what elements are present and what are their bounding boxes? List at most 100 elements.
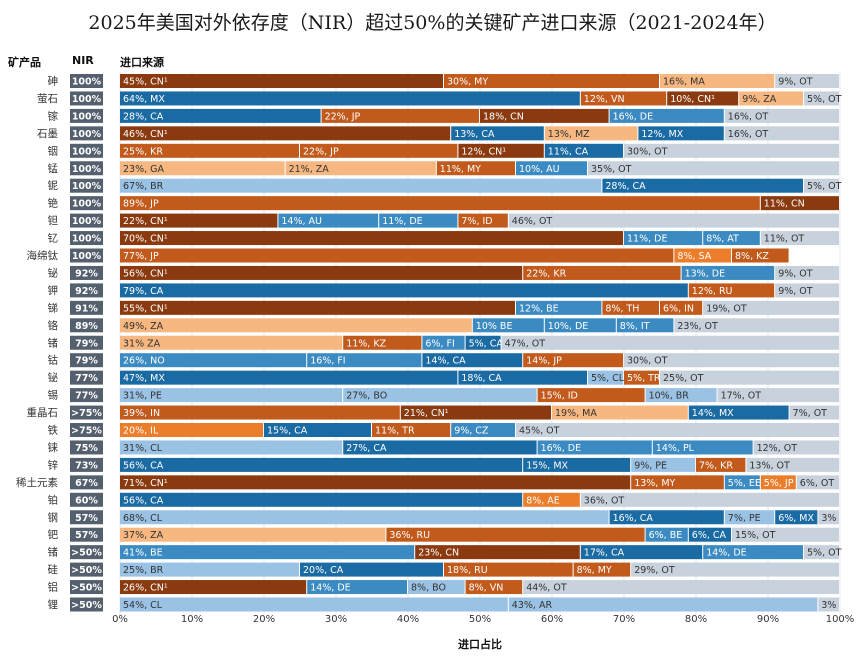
bar-segment	[818, 510, 839, 525]
segment-label: 15%, ID	[541, 391, 578, 402]
mineral-label: 铂	[48, 493, 59, 506]
bar-segment	[667, 91, 739, 106]
bar-segment	[120, 318, 472, 333]
bar-segment	[386, 527, 645, 542]
segment-label: 31%, CL	[123, 443, 163, 454]
bar-segment	[645, 527, 688, 542]
bar-segment	[804, 178, 839, 193]
bar-segment	[703, 300, 839, 315]
segment-label: 12%, OT	[757, 443, 798, 454]
nir-box	[70, 161, 103, 176]
bar-segment	[703, 231, 760, 246]
mineral-label: 钢	[48, 511, 59, 524]
bar-segment	[465, 335, 501, 350]
bar-segment	[120, 597, 508, 612]
bar-segment	[638, 126, 724, 141]
mineral-label: 锡	[48, 389, 59, 402]
x-tick-label: 90%	[757, 614, 779, 625]
segment-label: 7%, KR	[699, 460, 733, 471]
bar-segment	[120, 108, 321, 123]
segment-label: 30%, MY	[447, 77, 488, 88]
segment-label: 19%, MA	[555, 408, 597, 419]
segment-label: 56%, CN¹	[123, 268, 168, 279]
segment-label: 68%, CL	[123, 513, 163, 524]
bar-segment	[120, 161, 285, 176]
nir-box	[70, 423, 103, 437]
nir-box	[70, 108, 103, 123]
bar-segment	[624, 353, 839, 368]
mineral-label: 萤石	[37, 93, 58, 105]
mineral-label: 稀土元素	[16, 476, 58, 489]
mineral-label: 钴	[48, 355, 59, 367]
bar-segment	[732, 248, 789, 263]
segment-label: 11%, DE	[627, 234, 667, 245]
bar-segment	[652, 440, 753, 455]
bar-segment	[120, 440, 343, 455]
bar-segment	[120, 405, 400, 420]
bar-segment	[422, 353, 523, 368]
nir-value: 100%	[72, 129, 102, 140]
nir-box	[70, 283, 103, 298]
bar-segment	[120, 91, 580, 106]
segment-label: 5%, TR	[627, 373, 661, 384]
x-tick-label: 0%	[112, 614, 128, 625]
segment-label: 21%, ZA	[289, 164, 330, 175]
nir-box	[70, 178, 103, 193]
bar-segment	[480, 108, 609, 123]
nir-box	[70, 91, 103, 106]
nir-value: 67%	[75, 478, 98, 489]
bar-segment	[724, 475, 760, 490]
bar-segment	[415, 545, 580, 560]
bar-segment	[307, 353, 422, 368]
bar-segment	[300, 562, 443, 577]
segment-label: 26%, NO	[123, 356, 165, 367]
bar-segment	[285, 161, 436, 176]
segment-label: 20%, CA	[303, 565, 344, 576]
nir-value: 92%	[75, 286, 98, 297]
nir-box	[70, 231, 103, 246]
segment-label: 64%, MX	[123, 94, 165, 105]
segment-label: 8%, SA	[677, 251, 711, 262]
bar-segment	[624, 143, 839, 158]
chart-title: 2025年美国对外依存度（NIR）超过50%的关键矿产进口来源（2021-202…	[88, 12, 777, 34]
mineral-label: 锗	[48, 336, 59, 349]
segment-label: 22%, JP	[303, 146, 339, 157]
segment-label: 20%, IL	[123, 426, 159, 437]
segment-label: 12%, CN¹	[461, 146, 506, 157]
bar-segment	[616, 318, 674, 333]
bar-segment	[688, 527, 731, 542]
bar-segment	[300, 143, 458, 158]
segment-label: 23%, GA	[123, 164, 165, 175]
nir-value: 79%	[75, 356, 98, 367]
column-header-sources: 进口来源	[120, 56, 164, 69]
nir-box	[70, 457, 103, 472]
segment-label: 8%, VN	[469, 583, 504, 594]
nir-box	[70, 527, 103, 542]
mineral-label: 铌	[48, 179, 59, 192]
segment-label: 6%, FI	[425, 338, 454, 349]
nir-value: 100%	[72, 146, 102, 157]
segment-label: 6%, CA	[692, 530, 727, 541]
bar-segment	[120, 457, 523, 472]
nir-value: 100%	[72, 216, 102, 227]
segment-label: 26%, CN¹	[123, 583, 168, 594]
segment-label: 11%, CN	[764, 199, 805, 210]
mineral-label: 铬	[48, 319, 59, 332]
x-tick-label: 70%	[613, 614, 635, 625]
bar-segment	[631, 475, 724, 490]
segment-label: 7%, OT	[793, 408, 828, 419]
bar-segment	[472, 318, 544, 333]
segment-label: 9%, OT	[778, 268, 813, 279]
nir-value: 100%	[72, 199, 102, 210]
bar-segment	[120, 580, 307, 595]
segment-label: 37%, ZA	[123, 530, 164, 541]
segment-label: 14%, CA	[425, 356, 466, 367]
bar-segment	[696, 457, 746, 472]
segment-label: 41%, BE	[123, 548, 163, 559]
bar-segment	[624, 370, 659, 385]
nir-box	[70, 510, 103, 525]
mineral-label: 重晶石	[27, 406, 59, 419]
x-tick-label: 80%	[685, 614, 707, 625]
bar-segment	[343, 388, 537, 403]
x-tick-label: 50%	[469, 614, 491, 625]
